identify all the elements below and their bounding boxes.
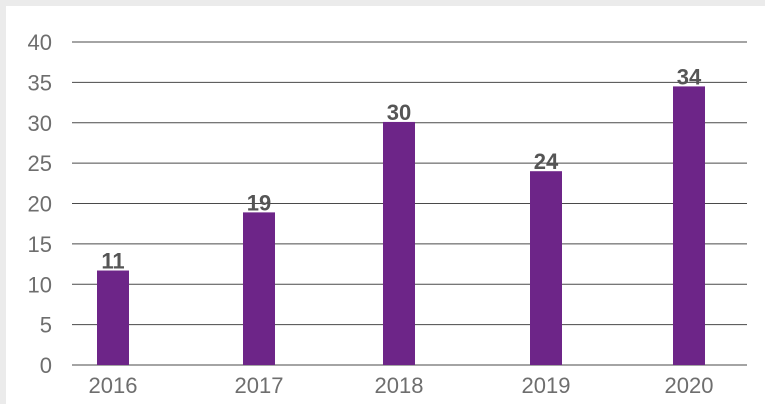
y-axis: 0 5 10 15 20 25 30 35 40 — [28, 30, 52, 378]
x-tick-label-2020: 2020 — [665, 373, 714, 398]
bar-2019 — [530, 171, 562, 365]
y-tick-label-40: 40 — [28, 30, 52, 55]
bar-2017 — [243, 212, 275, 365]
data-label-2017: 19 — [247, 190, 271, 215]
y-tick-label-30: 30 — [28, 111, 52, 136]
y-tick-label-25: 25 — [28, 151, 52, 176]
bar-2016 — [97, 270, 129, 365]
y-tick-label-20: 20 — [28, 192, 52, 217]
bars — [97, 86, 705, 365]
y-tick-label-15: 15 — [28, 232, 52, 257]
y-tick-label-35: 35 — [28, 70, 52, 95]
x-tick-label-2016: 2016 — [89, 373, 138, 398]
data-labels: 11 19 30 24 34 — [101, 64, 702, 273]
y-tick-label-0: 0 — [40, 353, 52, 378]
bar-2018 — [383, 121, 415, 365]
data-label-2020: 34 — [677, 64, 702, 89]
y-tick-label-10: 10 — [28, 272, 52, 297]
bar-2020 — [673, 86, 705, 365]
data-label-2016: 11 — [101, 249, 124, 274]
data-label-2018: 30 — [387, 100, 411, 125]
data-label-2019: 24 — [534, 149, 559, 174]
x-tick-label-2019: 2019 — [522, 373, 571, 398]
x-tick-label-2017: 2017 — [235, 373, 284, 398]
y-tick-label-5: 5 — [40, 313, 52, 338]
x-tick-label-2018: 2018 — [375, 373, 424, 398]
x-axis: 2016 2017 2018 2019 2020 — [89, 373, 714, 398]
